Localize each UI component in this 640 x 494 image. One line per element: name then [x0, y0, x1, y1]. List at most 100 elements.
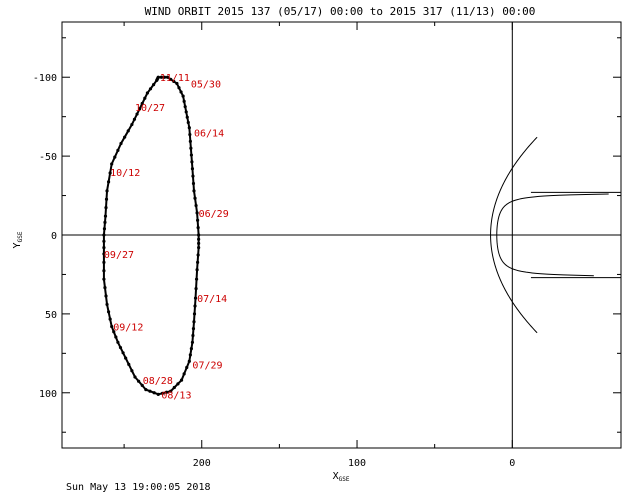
- x-axis-label: XGSE: [333, 471, 350, 483]
- orbit-point: [123, 135, 127, 139]
- orbit-point: [118, 345, 123, 350]
- orbit-point: [148, 389, 152, 393]
- orbit-point: [102, 269, 106, 273]
- orbit-point: [116, 340, 120, 344]
- orbit-date-label: 07/29: [192, 360, 222, 371]
- orbit-point: [130, 122, 134, 127]
- orbit-date-label: 08/28: [143, 376, 173, 387]
- orbit-date-label: 06/29: [199, 209, 229, 220]
- orbit-point: [192, 189, 196, 193]
- orbit-point: [140, 383, 144, 388]
- orbit-point: [179, 378, 184, 382]
- orbit-point: [188, 132, 192, 137]
- orbit-point: [196, 260, 200, 264]
- orbit-point: [185, 365, 189, 370]
- orbit-point: [114, 335, 118, 339]
- orbit-point: [183, 105, 187, 109]
- orbit-point: [169, 77, 173, 81]
- orbit-date-label: 08/13: [161, 390, 191, 401]
- orbit-point: [102, 246, 106, 250]
- orbit-point: [156, 392, 160, 396]
- orbit-point: [179, 90, 183, 94]
- orbit-point: [197, 246, 201, 250]
- orbit-point: [104, 197, 109, 201]
- orbit-point: [195, 211, 199, 215]
- x-axis-ticks: 200 100 0: [123, 22, 515, 469]
- orbit-point: [105, 189, 109, 193]
- orbit-date-label: 11/11: [160, 73, 190, 84]
- orbit-point: [193, 196, 197, 200]
- orbit-point: [138, 107, 142, 111]
- footer-timestamp: Sun May 13 19:00:05 2018: [66, 482, 211, 493]
- orbit-point: [189, 146, 193, 150]
- orbit-point: [196, 253, 200, 257]
- orbit-point: [127, 362, 131, 366]
- orbit-point: [191, 174, 195, 178]
- orbit-point: [104, 294, 108, 298]
- y-tick-label: 100: [39, 389, 57, 400]
- orbit-point: [148, 87, 153, 91]
- orbit-point: [113, 155, 117, 159]
- orbit-point: [184, 110, 188, 114]
- orbit-date-label: 10/12: [110, 168, 140, 179]
- orbit-point: [191, 327, 196, 331]
- bow-shock-curve: [490, 136, 538, 334]
- orbit-point: [191, 181, 196, 186]
- orbit-point: [190, 167, 195, 171]
- orbit-point: [106, 310, 111, 314]
- orbit-point: [137, 379, 141, 383]
- magnetopause-curve: [496, 193, 609, 277]
- orbit-date-label: 09/12: [113, 323, 143, 334]
- x-tick-label: 200: [193, 458, 211, 469]
- orbit-point: [172, 79, 176, 84]
- orbit-point: [145, 91, 149, 95]
- orbit-point: [116, 148, 120, 152]
- orbit-point: [197, 233, 201, 237]
- y-axis-label: YGSE: [12, 231, 24, 248]
- orbit-point: [172, 385, 176, 390]
- orbit-point: [187, 359, 191, 363]
- orbit-point: [140, 101, 144, 106]
- orbit-point: [103, 214, 108, 218]
- orbit-point: [175, 81, 179, 86]
- orbit-point: [152, 391, 156, 395]
- orbit-point: [181, 94, 185, 98]
- y-axis-ticks: -100 -50 0 50 100: [33, 37, 621, 433]
- orbit-point: [108, 171, 112, 175]
- orbit-point: [143, 96, 147, 100]
- orbit-point: [106, 180, 111, 184]
- orbit-point: [194, 277, 199, 281]
- orbit-date-label: 06/14: [194, 128, 224, 139]
- orbit-point: [185, 115, 189, 119]
- orbit-date-label: 05/30: [191, 80, 221, 91]
- orbit-point: [193, 296, 198, 300]
- orbit-point: [135, 112, 139, 116]
- y-tick-label: 0: [51, 231, 57, 242]
- orbit-point: [119, 141, 123, 146]
- orbit-point: [182, 372, 186, 376]
- orbit-point: [197, 241, 201, 246]
- orbit-point: [126, 129, 130, 133]
- orbit-point: [189, 153, 193, 157]
- orbit-point: [182, 99, 186, 104]
- orbit-point: [190, 340, 195, 344]
- y-tick-label: -50: [39, 152, 57, 163]
- orbit-point: [102, 233, 106, 237]
- orbit-point: [102, 227, 107, 231]
- orbit-point: [105, 302, 109, 307]
- orbit-point: [110, 324, 114, 329]
- boundary-curves: [490, 136, 621, 334]
- orbit-point: [112, 330, 116, 334]
- orbit-point: [156, 76, 160, 80]
- orbit-point: [102, 252, 106, 256]
- chart-title: WIND ORBIT 2015 137 (05/17) 00:00 to 201…: [145, 5, 536, 18]
- y-tick-label: -100: [33, 73, 57, 84]
- orbit-point: [103, 220, 107, 224]
- orbit-point: [195, 268, 199, 272]
- orbit-date-label: 09/27: [104, 250, 134, 261]
- orbit-date-label: 07/14: [197, 294, 227, 305]
- orbit-point: [164, 390, 169, 394]
